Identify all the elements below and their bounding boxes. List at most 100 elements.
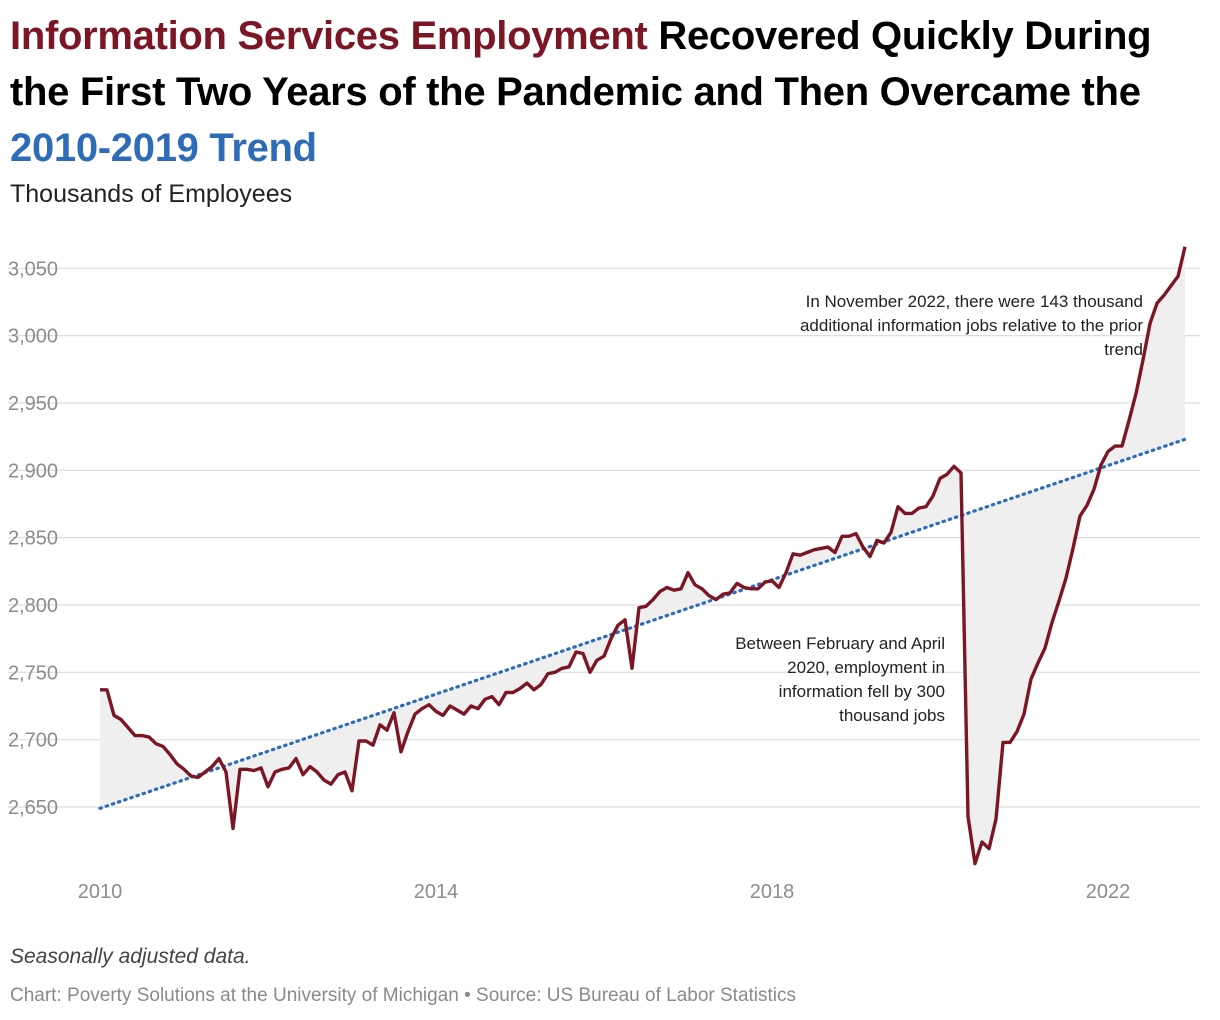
y-axis-ticks: 2,650 2,700 2,750 2,800 2,850 2,900 2,950 3,000… [8, 258, 58, 819]
annotation-nov-2022: In November 2022, there were 143 thousan… [800, 292, 1143, 359]
data-point [861, 545, 865, 549]
data-point [182, 767, 186, 771]
x-axis-ticks: 2010 2014 2018 2022 [78, 881, 1131, 903]
data-point [357, 739, 361, 743]
data-point [1099, 463, 1103, 467]
data-point [721, 592, 725, 596]
data-point [952, 464, 956, 468]
annotations: In November 2022, there were 143 thousan… [735, 292, 1143, 725]
data-point [217, 757, 221, 761]
data-point [735, 581, 739, 585]
data-point [301, 773, 305, 777]
data-point [462, 712, 466, 716]
data-point [714, 598, 718, 602]
y-tick-label: 2,800 [8, 595, 58, 617]
data-point [539, 683, 543, 687]
data-point [1113, 444, 1117, 448]
data-point [448, 704, 452, 708]
data-point [777, 586, 781, 590]
data-point [560, 666, 564, 670]
data-point [553, 670, 557, 674]
data-point [147, 735, 151, 739]
data-point [574, 650, 578, 654]
data-point [1064, 576, 1068, 580]
data-point [812, 548, 816, 552]
data-point [294, 757, 298, 761]
data-point [546, 672, 550, 676]
data-point [693, 583, 697, 587]
data-point [931, 494, 935, 498]
data-point [441, 713, 445, 717]
data-point [602, 654, 606, 658]
data-point [427, 703, 431, 707]
data-point [1155, 301, 1159, 305]
data-point [119, 718, 123, 722]
y-tick-label: 2,850 [8, 528, 58, 550]
line-chart: 2,650 2,700 2,750 2,800 2,850 2,900 2,950 3,000… [8, 245, 1200, 903]
data-point [616, 623, 620, 627]
annotation-feb-apr-2020: Between February and April 2020, employme… [735, 634, 945, 725]
data-point [819, 546, 823, 550]
data-point [392, 711, 396, 715]
data-point [322, 778, 326, 782]
data-point [623, 618, 627, 622]
data-point [525, 681, 529, 685]
data-point [140, 734, 144, 738]
data-point [1148, 322, 1152, 326]
data-point [588, 670, 592, 674]
data-point [700, 587, 704, 591]
data-point [581, 652, 585, 656]
data-point [1183, 245, 1187, 249]
x-tick-label: 2018 [750, 881, 795, 903]
data-point [959, 471, 963, 475]
x-tick-label: 2010 [78, 881, 123, 903]
data-point [1029, 677, 1033, 681]
data-point [273, 770, 277, 774]
data-point [308, 765, 312, 769]
data-point [1015, 730, 1019, 734]
title-highlight-information: Information Services Employment [10, 14, 648, 58]
data-point [1127, 419, 1131, 423]
data-point [924, 505, 928, 509]
data-point [434, 709, 438, 713]
data-point [644, 604, 648, 608]
chart-title: Information Services Employment Recovere… [10, 8, 1210, 176]
data-point [252, 769, 256, 773]
data-point [406, 730, 410, 734]
data-point [98, 688, 102, 692]
data-point [133, 734, 137, 738]
data-point [126, 726, 130, 730]
data-point [1022, 712, 1026, 716]
data-point [364, 739, 368, 743]
chart-subtitle: Thousands of Employees [10, 180, 293, 208]
x-tick-label: 2022 [1086, 881, 1131, 903]
data-point [1001, 740, 1005, 744]
data-point [1092, 487, 1096, 491]
data-point [938, 476, 942, 480]
data-point [112, 713, 116, 717]
data-point [350, 789, 354, 793]
data-point [847, 534, 851, 538]
source-credit: Chart: Poverty Solutions at the Universi… [10, 985, 797, 1006]
data-point [665, 586, 669, 590]
data-point [854, 532, 858, 536]
data-point [1120, 444, 1124, 448]
data-point [672, 588, 676, 592]
y-tick-label: 2,900 [8, 460, 58, 482]
data-point [371, 743, 375, 747]
data-point [203, 770, 207, 774]
gridlines [8, 267, 1200, 808]
y-tick-label: 2,650 [8, 797, 58, 819]
data-point [798, 553, 802, 557]
data-point [1176, 274, 1180, 278]
annotation-line: trend [1104, 340, 1143, 359]
data-point [1085, 503, 1089, 507]
data-point [784, 571, 788, 575]
data-point [266, 785, 270, 789]
data-point [756, 587, 760, 591]
information-employment-line [100, 246, 1187, 866]
data-point [1050, 621, 1054, 625]
data-point [1162, 293, 1166, 297]
data-point [826, 545, 830, 549]
data-point [518, 687, 522, 691]
